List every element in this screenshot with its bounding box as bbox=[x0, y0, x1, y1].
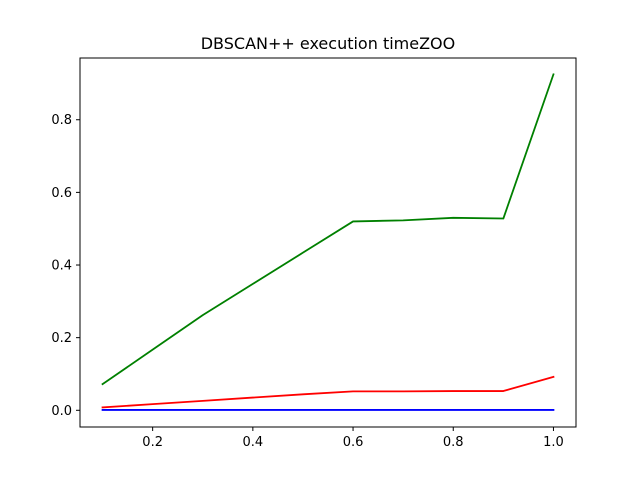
y-tick-label: 0.4 bbox=[51, 259, 72, 274]
chart-title: DBSCAN++ execution timeZOO bbox=[201, 34, 456, 53]
ticks-layer: 0.2 0.4 0.6 0.8 1.0 0.0 0.2 0.4 0.6 0.8 bbox=[51, 113, 563, 450]
x-tick-label: 0.4 bbox=[243, 435, 264, 450]
x-tick-label: 1.0 bbox=[543, 435, 564, 450]
series-layer bbox=[101, 73, 555, 411]
y-tick-label: 0.6 bbox=[51, 186, 72, 201]
series-line-2 bbox=[101, 375, 555, 409]
x-tick-label: 0.6 bbox=[343, 435, 364, 450]
y-tick-label: 0.2 bbox=[51, 331, 72, 346]
y-tick-label: 0.8 bbox=[51, 113, 72, 128]
x-tick-label: 0.2 bbox=[142, 435, 163, 450]
y-tick-label: 0.0 bbox=[51, 404, 72, 419]
plot-area-frame bbox=[79, 57, 577, 428]
series-line-1 bbox=[101, 73, 555, 386]
x-tick-label: 0.8 bbox=[443, 435, 464, 450]
